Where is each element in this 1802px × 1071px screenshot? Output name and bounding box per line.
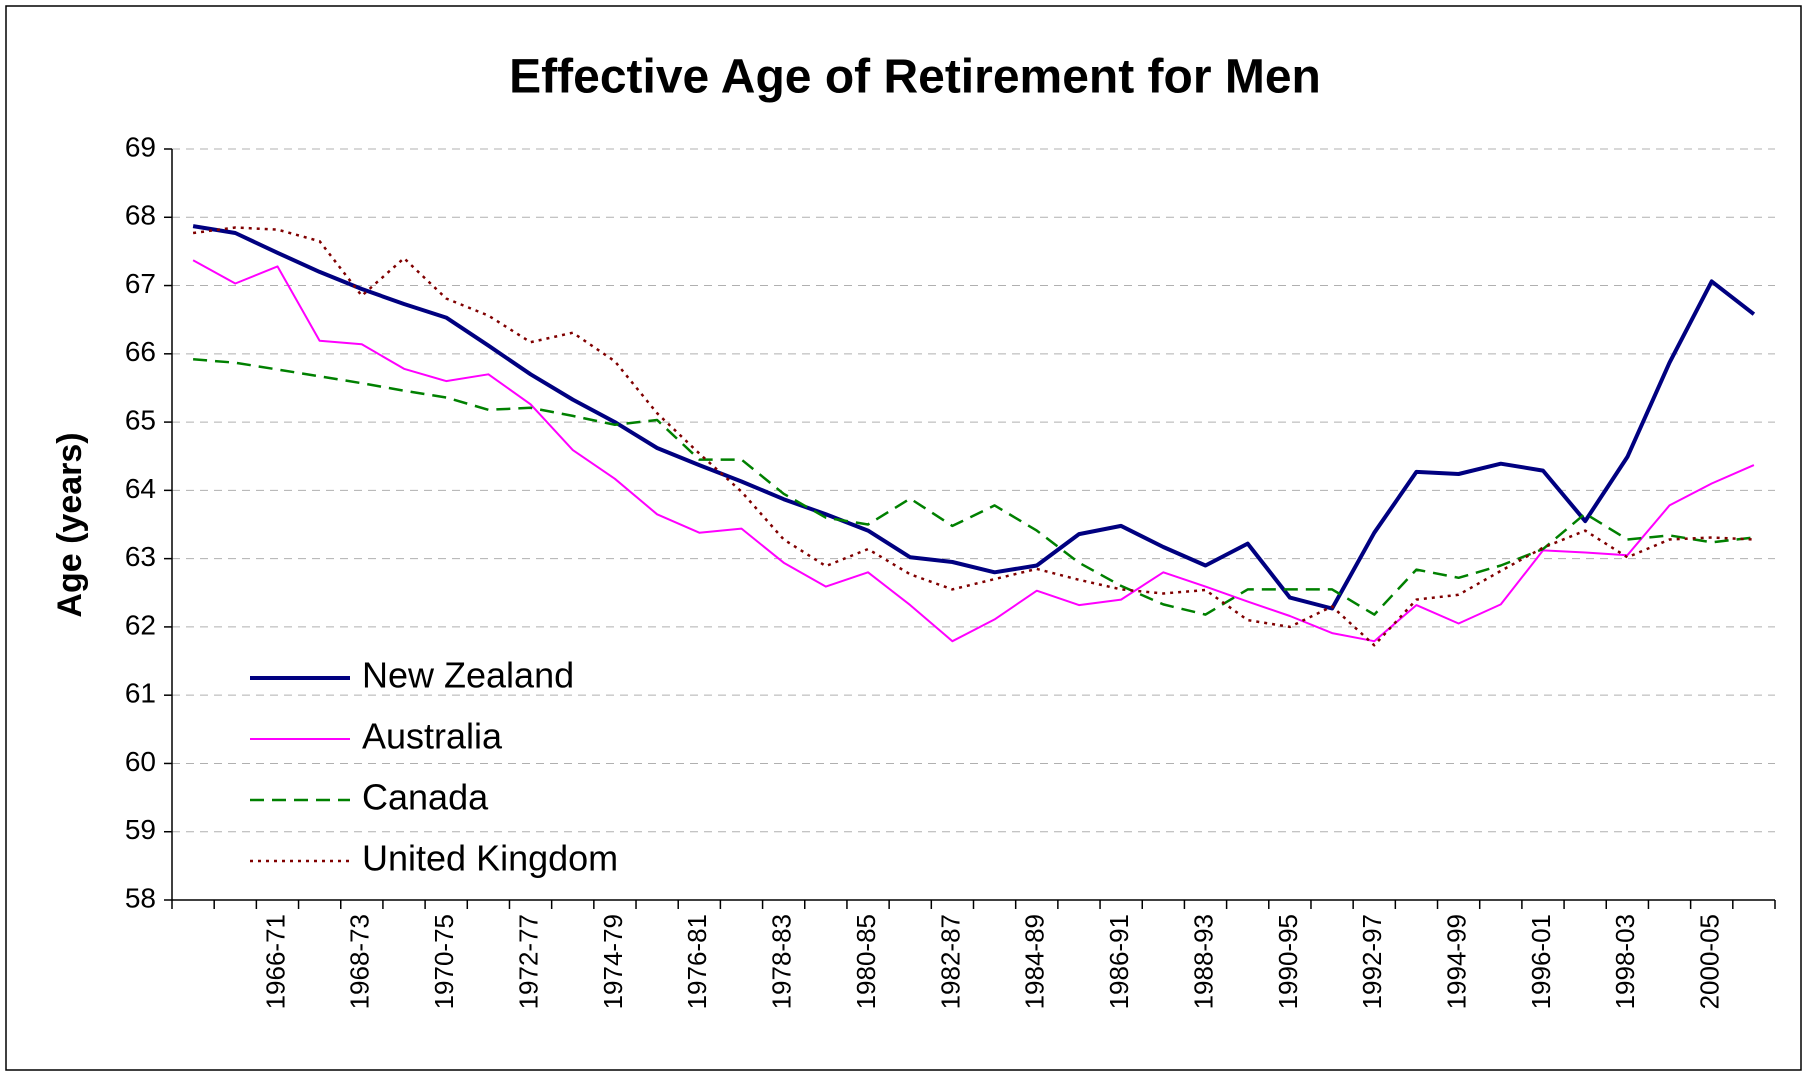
x-tick-label: 1970-75	[429, 914, 459, 1009]
series-line	[192, 259, 1755, 643]
x-tick-label: 1968-73	[345, 914, 375, 1009]
x-tick-label: 1990-95	[1273, 914, 1303, 1009]
x-tick-label: 1986-91	[1104, 914, 1134, 1009]
y-tick-label: 66	[125, 336, 156, 367]
y-tick-label: 65	[125, 404, 156, 435]
y-tick-label: 67	[125, 268, 156, 299]
y-tick-label: 69	[125, 131, 156, 162]
y-tick-label: 61	[125, 678, 156, 709]
legend-label: New Zealand	[362, 655, 574, 696]
x-tick-label: 1982-87	[935, 914, 965, 1009]
x-tick-label: 1976-81	[682, 914, 712, 1009]
x-tick-label: 1974-79	[598, 914, 628, 1009]
series-line	[192, 224, 1756, 611]
x-tick-label: 1972-77	[513, 914, 543, 1009]
y-tick-label: 63	[125, 541, 156, 572]
x-tick-label: 1998-03	[1610, 914, 1640, 1009]
legend-label: Canada	[362, 777, 489, 818]
y-tick-label: 68	[125, 200, 156, 231]
series-line	[192, 358, 1755, 616]
y-tick-label: 58	[125, 882, 156, 913]
legend-label: Australia	[362, 716, 503, 757]
y-tick-label: 60	[125, 746, 156, 777]
x-tick-label: 1978-83	[767, 914, 797, 1009]
y-axis-label: Age (years)	[51, 432, 89, 617]
chart-title: Effective Age of Retirement for Men	[509, 51, 1321, 104]
x-tick-label: 1966-71	[260, 914, 290, 1009]
chart-frame	[5, 5, 1802, 1071]
x-tick-label: 1994-99	[1441, 914, 1471, 1009]
x-tick-label: 1988-93	[1188, 914, 1218, 1009]
y-tick-label: 59	[125, 814, 156, 845]
legend-label: United Kingdom	[362, 838, 618, 879]
x-tick-label: 1992-97	[1357, 914, 1387, 1009]
y-tick-label: 62	[125, 609, 156, 640]
x-tick-label: 2000-05	[1695, 914, 1725, 1009]
x-tick-label: 1980-85	[851, 914, 881, 1009]
y-tick-label: 64	[125, 473, 156, 504]
x-tick-label: 1996-01	[1526, 914, 1556, 1009]
x-tick-label: 1984-89	[1020, 914, 1050, 1009]
